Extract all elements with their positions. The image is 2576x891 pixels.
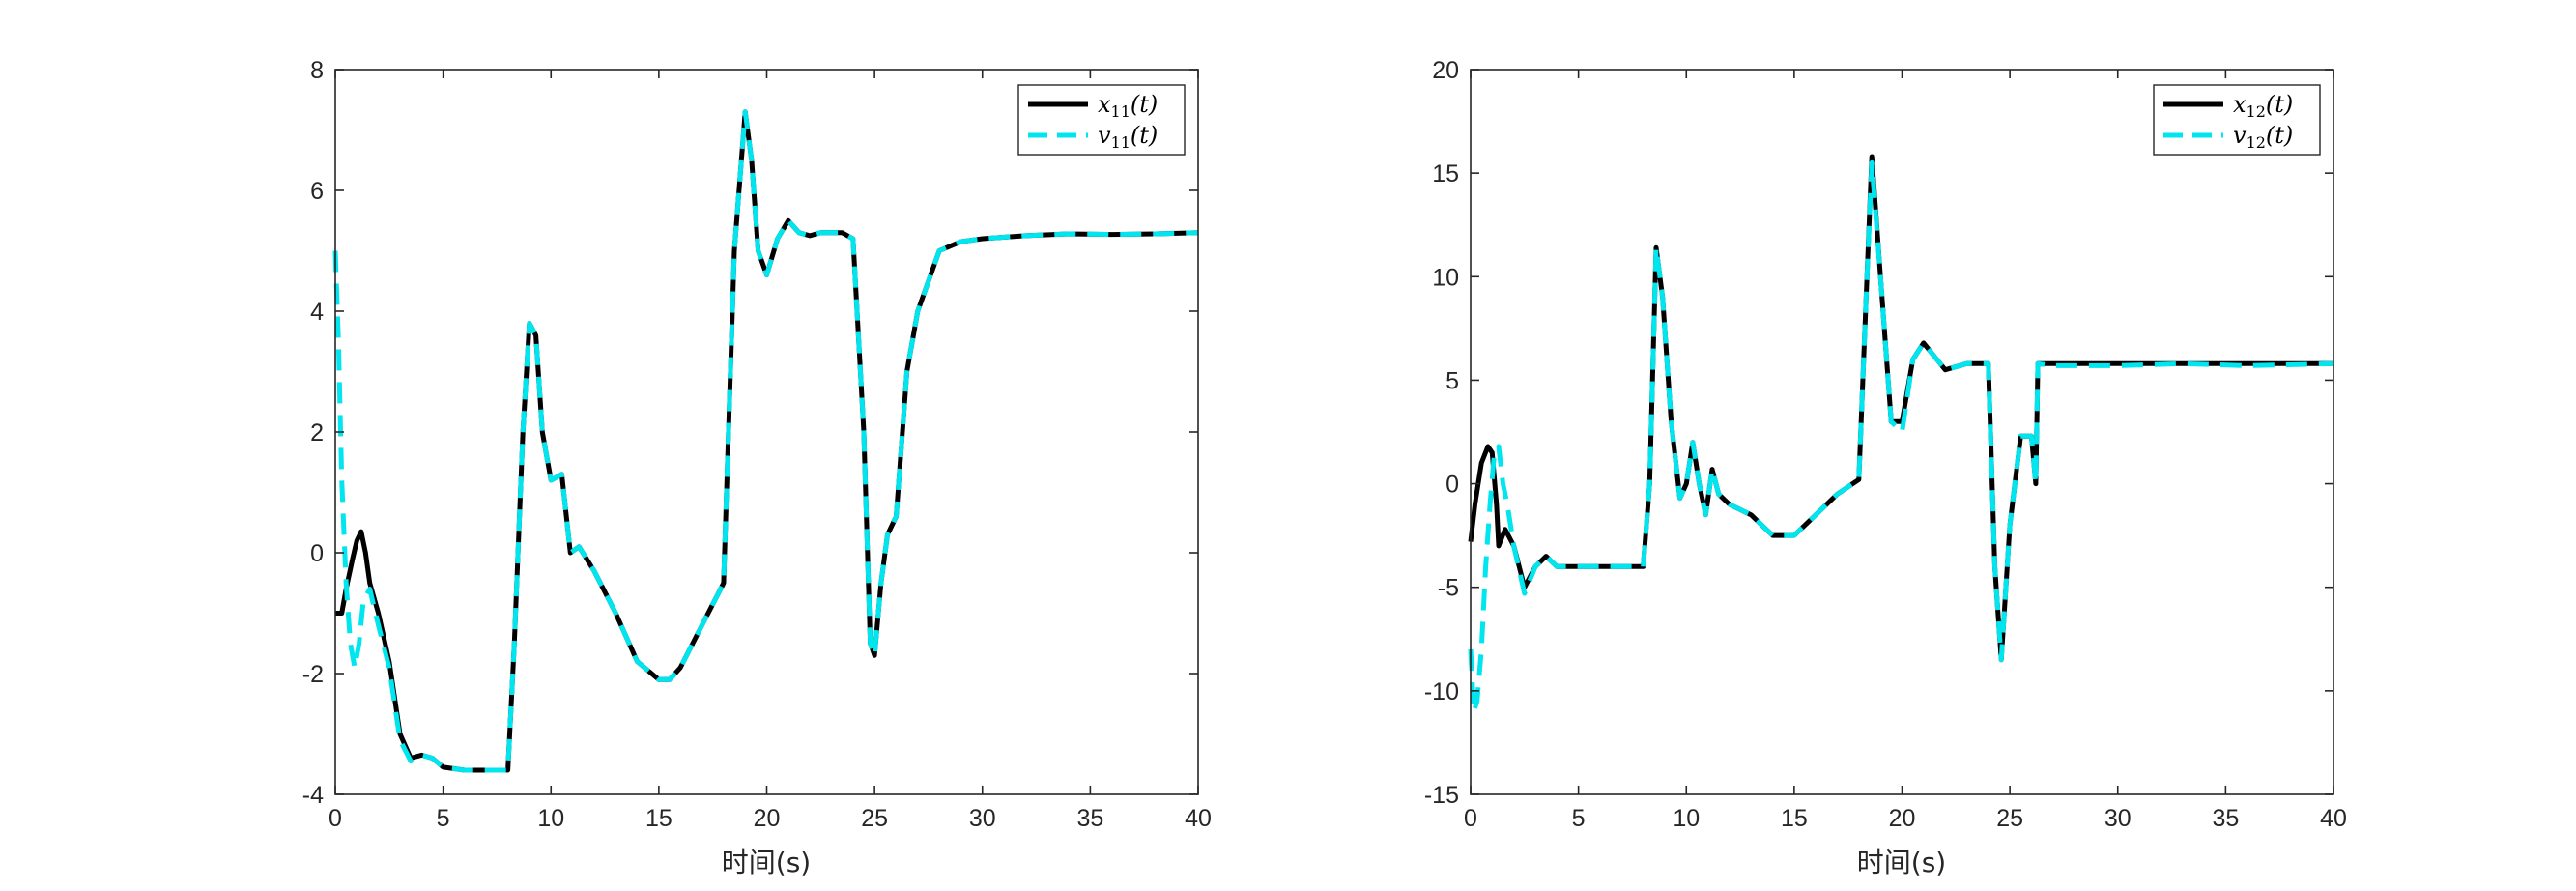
x-tick-label: 20 bbox=[1889, 805, 1916, 832]
ticks-layer-left: 0 5 10 15 20 25 30 35 40 -4 -2 0 2 4 6 8 bbox=[302, 57, 1212, 832]
legend-right: x12(t)v12(t) bbox=[2153, 84, 2321, 156]
plot-area-left bbox=[335, 70, 1198, 794]
x-tick-label: 35 bbox=[1076, 805, 1103, 832]
ticks-layer-right: 0 5 10 15 20 25 30 35 40 -15 -10 -5 0 5 10 15 20 bbox=[1424, 57, 2347, 832]
plot-area-right bbox=[1471, 70, 2333, 794]
legend-left: x11(t)v11(t) bbox=[1017, 84, 1186, 156]
x-tick-label: 30 bbox=[969, 805, 996, 832]
x-axis-label-right: 时间(s) bbox=[1857, 847, 1946, 878]
y-tick-label: -15 bbox=[1424, 782, 1459, 809]
x-tick-label: 0 bbox=[329, 805, 342, 832]
series-line-v11 bbox=[332, 109, 1199, 773]
x-tick-label: 15 bbox=[1781, 805, 1808, 832]
y-tick-label: 2 bbox=[310, 419, 324, 446]
legend-box bbox=[2153, 84, 2321, 156]
legend-entry-v11: v11(t) bbox=[1098, 122, 1158, 152]
x-axis-label-left: 时间(s) bbox=[722, 847, 811, 878]
x-tick-label: 25 bbox=[1996, 805, 2023, 832]
y-tick-label: 15 bbox=[1432, 160, 1459, 187]
series-line-v12 bbox=[1468, 159, 2334, 714]
x-tick-label: 15 bbox=[645, 805, 673, 832]
x-tick-label: 5 bbox=[437, 805, 450, 832]
x-tick-label: 35 bbox=[2212, 805, 2239, 832]
x-tick-label: 10 bbox=[537, 805, 564, 832]
x-tick-label: 30 bbox=[2104, 805, 2132, 832]
series-layer-right bbox=[1468, 154, 2334, 714]
y-tick-label: 20 bbox=[1432, 57, 1459, 84]
chart-left: 0 5 10 15 20 25 30 35 40 -4 -2 0 2 4 6 8 时间(s) x11(t)v1… bbox=[302, 57, 1212, 878]
legend-entry-v12: v12(t) bbox=[2233, 122, 2293, 152]
legend-box bbox=[1017, 84, 1186, 156]
x-tick-label: 40 bbox=[1185, 805, 1212, 832]
y-tick-label: 0 bbox=[1445, 472, 1459, 499]
y-tick-label: 8 bbox=[310, 57, 324, 84]
y-tick-label: 10 bbox=[1432, 264, 1459, 291]
y-tick-label: 4 bbox=[310, 299, 324, 326]
y-tick-label: -10 bbox=[1424, 678, 1459, 705]
x-tick-label: 0 bbox=[1464, 805, 1477, 832]
x-tick-label: 40 bbox=[2320, 805, 2347, 832]
y-tick-label: 5 bbox=[1445, 367, 1459, 394]
x-tick-label: 5 bbox=[1572, 805, 1586, 832]
legend-entry-x12: x12(t) bbox=[2233, 91, 2293, 121]
legend-entry-x11: x11(t) bbox=[1098, 91, 1158, 121]
y-tick-label: 6 bbox=[310, 178, 324, 205]
chart-right: 0 5 10 15 20 25 30 35 40 -15 -10 -5 0 5 10 15 20 时间(s) x… bbox=[1424, 57, 2347, 878]
y-tick-label: -4 bbox=[302, 782, 324, 809]
x-tick-label: 10 bbox=[1673, 805, 1700, 832]
y-tick-label: -2 bbox=[302, 661, 324, 688]
x-tick-label: 20 bbox=[754, 805, 781, 832]
x-tick-label: 25 bbox=[861, 805, 888, 832]
y-tick-label: -5 bbox=[1438, 575, 1459, 602]
y-tick-label: 0 bbox=[310, 540, 324, 567]
series-layer-left bbox=[332, 109, 1199, 773]
